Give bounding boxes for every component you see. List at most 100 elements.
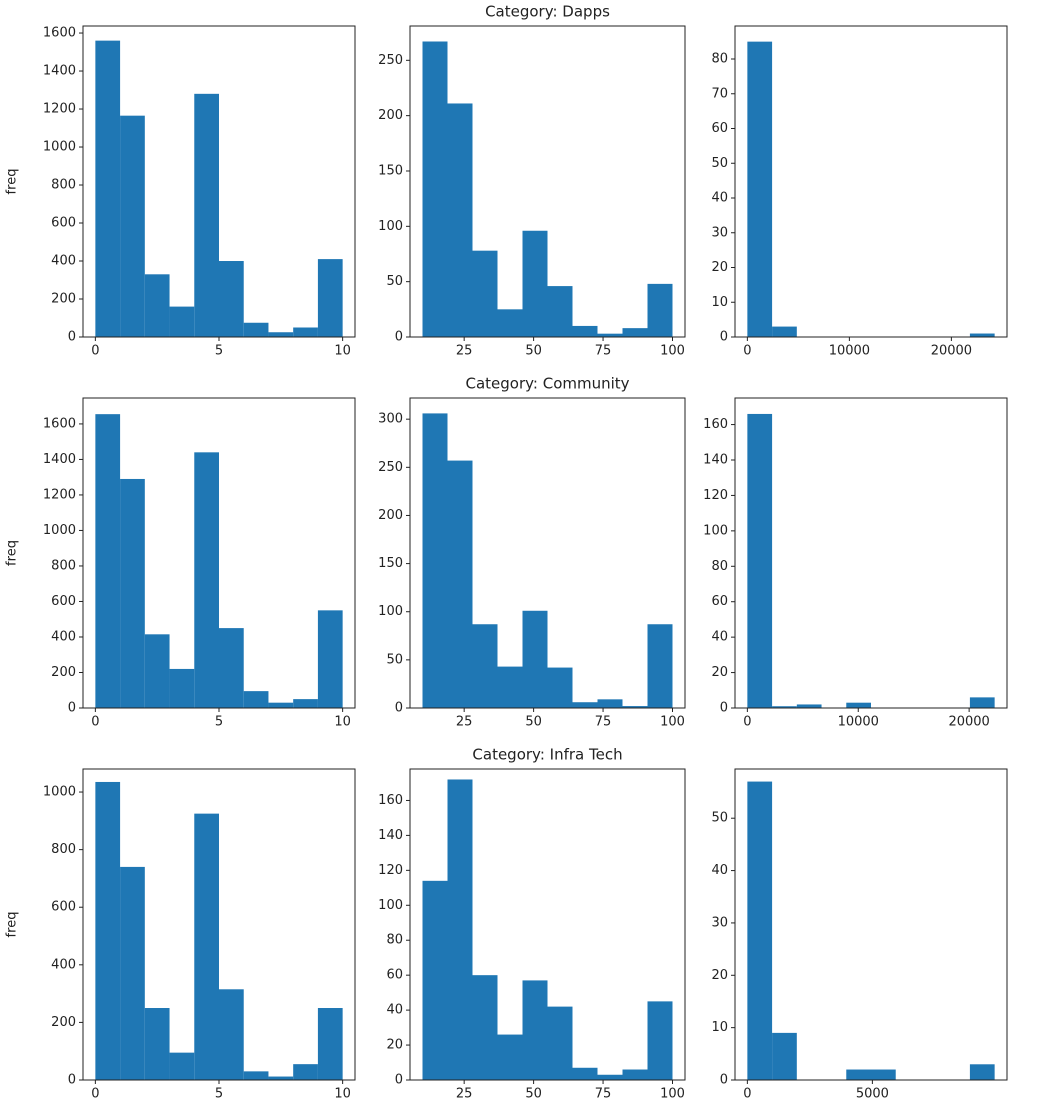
bar	[144, 634, 170, 708]
bar	[447, 460, 473, 708]
y-tick-label: 60	[711, 121, 728, 136]
y-tick-label: 800	[51, 178, 76, 193]
y-tick-label: 1000	[43, 140, 76, 155]
x-tick-label: 100	[660, 1087, 685, 1102]
y-tick-label: 200	[378, 108, 403, 123]
axes-frame	[734, 25, 1008, 338]
bar	[472, 975, 498, 1080]
bar	[95, 40, 121, 337]
bar	[772, 1032, 797, 1080]
x-tick-label: 25	[456, 1087, 473, 1102]
y-tick-label: 100	[378, 219, 403, 234]
y-tick-label: 0	[395, 1073, 403, 1088]
y-tick-label: 0	[395, 330, 403, 345]
bar	[796, 704, 822, 708]
bar	[317, 610, 343, 708]
bar	[622, 328, 648, 337]
y-tick-label: 250	[378, 53, 403, 68]
x-tick-label: 10	[334, 1087, 351, 1102]
y-tick-label: 40	[711, 630, 728, 645]
y-tick-label: 0	[720, 1073, 728, 1088]
bar	[747, 41, 773, 337]
bar	[422, 413, 448, 708]
bar	[219, 261, 244, 337]
bar	[293, 699, 318, 708]
y-tick-label: 10	[711, 295, 728, 310]
bar	[647, 283, 673, 337]
bar	[144, 274, 170, 337]
y-tick-label: 50	[386, 652, 403, 667]
y-tick-label: 40	[711, 191, 728, 206]
bar	[747, 781, 773, 1080]
y-tick-label: 40	[386, 1003, 403, 1018]
y-tick-label: 80	[711, 559, 728, 574]
bar	[871, 1069, 896, 1080]
bar	[522, 980, 548, 1080]
bar	[547, 1006, 573, 1080]
bar	[194, 813, 219, 1080]
bar	[747, 413, 773, 708]
x-tick-label: 0	[743, 344, 751, 359]
x-tick-label: 10	[334, 715, 351, 730]
bar	[647, 1001, 673, 1080]
bar	[497, 1034, 523, 1080]
y-tick-label: 30	[711, 225, 728, 240]
x-tick-label: 50	[525, 344, 542, 359]
panel-title: Category: Dapps	[485, 3, 610, 21]
y-tick-label: 100	[378, 604, 403, 619]
bar	[169, 1052, 195, 1080]
y-tick-label: 160	[378, 793, 403, 808]
bar	[95, 414, 121, 708]
y-axis-label: freq	[5, 912, 20, 938]
bar	[772, 706, 797, 708]
x-tick-label: 0	[743, 715, 751, 730]
y-tick-label: 200	[51, 1015, 76, 1030]
x-tick-label: 75	[595, 344, 612, 359]
bar	[194, 93, 219, 337]
y-tick-label: 60	[711, 594, 728, 609]
y-tick-label: 600	[51, 216, 76, 231]
panel-title: Category: Community	[465, 375, 629, 393]
y-tick-label: 800	[51, 842, 76, 857]
bar	[219, 628, 244, 708]
y-tick-label: 250	[378, 460, 403, 475]
axes-frame	[409, 25, 686, 338]
bar	[293, 327, 318, 337]
x-tick-label: 0	[91, 344, 99, 359]
bar	[219, 989, 244, 1080]
y-tick-label: 400	[51, 957, 76, 972]
bar	[622, 706, 648, 708]
x-tick-label: 50	[525, 1087, 542, 1102]
y-tick-label: 0	[68, 1073, 76, 1088]
x-tick-label: 0	[91, 715, 99, 730]
x-tick-label: 10000	[829, 344, 870, 359]
bar	[522, 230, 548, 337]
x-tick-label: 10	[334, 344, 351, 359]
bar	[243, 322, 269, 337]
y-tick-label: 1000	[43, 523, 76, 538]
y-tick-label: 0	[68, 330, 76, 345]
bar	[969, 333, 995, 337]
y-tick-label: 20	[711, 665, 728, 680]
y-tick-label: 50	[386, 274, 403, 289]
y-tick-label: 1600	[43, 26, 76, 41]
bar	[522, 610, 548, 708]
y-tick-label: 100	[703, 523, 728, 538]
bar	[647, 624, 673, 708]
x-tick-label: 50	[525, 715, 542, 730]
bar	[572, 1067, 598, 1080]
bar	[547, 286, 573, 337]
bar	[422, 880, 448, 1080]
bar	[268, 702, 294, 708]
y-tick-label: 140	[703, 453, 728, 468]
bar	[447, 779, 473, 1080]
y-axis-label: freq	[5, 169, 20, 195]
y-tick-label: 1200	[43, 102, 76, 117]
bar	[317, 259, 343, 337]
y-tick-label: 400	[51, 629, 76, 644]
x-tick-label: 10000	[838, 715, 879, 730]
y-tick-label: 50	[711, 156, 728, 171]
bar	[95, 781, 121, 1080]
axes-frame	[82, 768, 356, 1081]
y-tick-label: 30	[711, 915, 728, 930]
